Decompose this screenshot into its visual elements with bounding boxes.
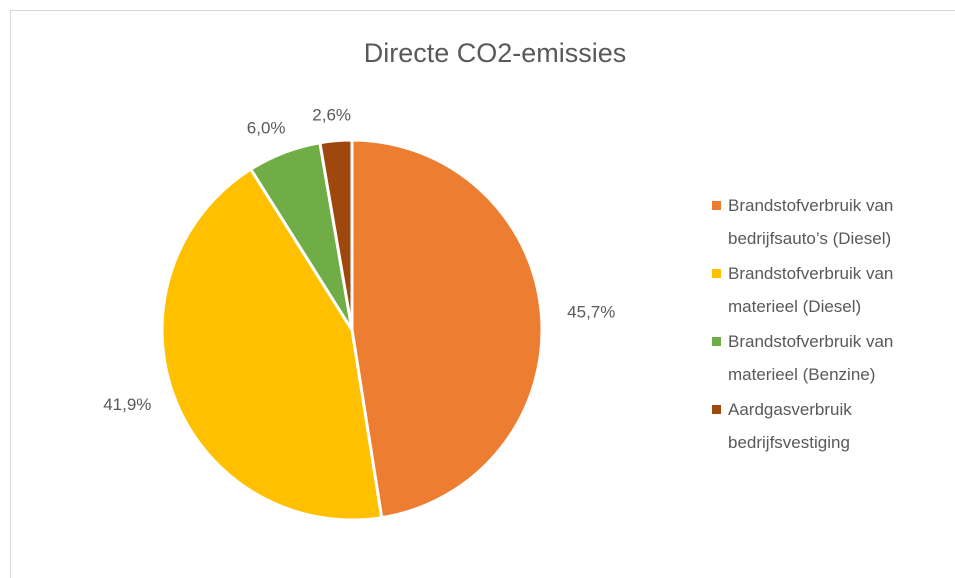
legend-label: Aardgasverbruik bedrijfsvestiging	[728, 400, 852, 452]
data-label: 41,9%	[103, 395, 151, 414]
chart-title: Directe CO2-emissies	[364, 38, 627, 68]
data-label: 45,7%	[567, 303, 615, 322]
chart-border	[10, 10, 955, 578]
legend-swatch	[712, 337, 721, 346]
pie-slice	[350, 138, 544, 520]
legend-label: Brandstofverbruik van bedrijfsauto’s (Di…	[728, 196, 894, 248]
pie-slice	[318, 138, 354, 331]
data-label: 6,0%	[247, 119, 286, 138]
pie-slice	[160, 167, 384, 522]
legend-label: Brandstofverbruik van materieel (Benzine…	[728, 332, 894, 384]
legend-label: Brandstofverbruik van materieel (Diesel)	[728, 264, 894, 316]
legend-swatch	[712, 269, 721, 278]
legend-swatch	[712, 405, 721, 414]
data-label: 2,6%	[312, 105, 351, 124]
legend-swatch	[712, 201, 721, 210]
